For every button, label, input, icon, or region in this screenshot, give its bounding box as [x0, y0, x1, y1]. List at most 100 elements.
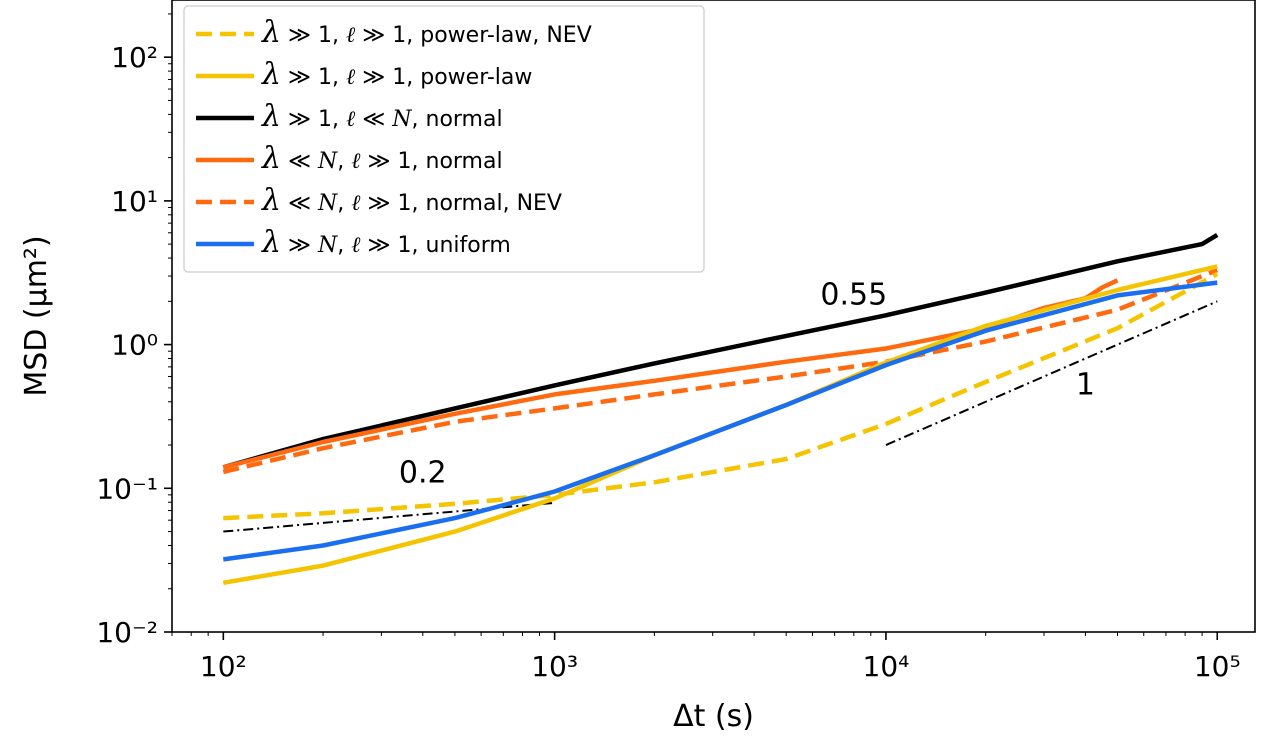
legend-separator [385, 107, 392, 132]
y-tick-label: 10⁻¹ [96, 472, 158, 505]
legend-separator [281, 233, 288, 258]
legend-entry: λ ≫ 1, ℓ ≫ 1, power-law [261, 57, 532, 92]
x-tick-label: 10⁴ [863, 650, 910, 683]
legend-rel2: ≪ [362, 107, 385, 132]
legend-sym2: ℓ [351, 149, 361, 174]
legend-v1: N [317, 149, 338, 174]
series-line [222, 280, 1218, 562]
series-line [222, 232, 1219, 470]
legend-separator [355, 65, 362, 90]
slope-annotations: 0.2 0.55 1 [399, 278, 1095, 491]
plot-area: 0.2 0.55 1 [171, 0, 1256, 633]
legend-separator: , [332, 65, 346, 90]
legend-entry: λ ≫ 1, ℓ ≪ N, normal [261, 99, 503, 134]
legend-rest: power-law [420, 65, 532, 90]
series-line [222, 268, 1219, 475]
legend-separator [360, 191, 367, 216]
legend-separator [355, 107, 362, 132]
legend-separator: , [406, 65, 420, 90]
legend-separator [385, 65, 392, 90]
legend-sym2: ℓ [351, 233, 361, 258]
reference-lines [223, 300, 1218, 533]
y-axis-label: MSD (μm²) [19, 235, 54, 396]
legend-sym2: ℓ [346, 107, 356, 132]
legend-v2: 1 [398, 191, 412, 216]
legend-separator [355, 23, 362, 48]
legend-separator [311, 191, 318, 216]
series-lines [222, 232, 1219, 586]
legend-rel2: ≫ [367, 149, 390, 174]
legend-separator [391, 233, 398, 258]
legend-rel1: ≪ [288, 191, 311, 216]
y-tick-label: 10¹ [111, 185, 158, 218]
legend-separator [311, 149, 318, 174]
legend-sym: λ [261, 183, 281, 218]
legend-separator [311, 65, 318, 90]
legend-separator [360, 233, 367, 258]
plot-frame [171, 0, 1256, 633]
y-axis-ticks: 10⁻² 10⁻¹ 10⁰ 10¹ 10² [96, 13, 172, 649]
legend-rest: normal [426, 149, 503, 174]
legend-rel1: ≪ [288, 149, 311, 174]
legend-separator: , [412, 233, 426, 258]
legend-separator [281, 65, 288, 90]
slope-annotation: 0.2 [399, 455, 447, 490]
legend-separator [281, 149, 288, 174]
legend-v1: 1 [318, 23, 332, 48]
legend-v2: 1 [398, 149, 412, 174]
slope-reference-line [885, 300, 1218, 446]
legend-separator: , [337, 149, 351, 174]
legend-separator: , [412, 149, 426, 174]
legend-rel1: ≫ [288, 23, 311, 48]
legend-sym: λ [261, 57, 281, 92]
legend-sym: λ [261, 225, 281, 260]
legend-separator [385, 23, 392, 48]
legend-v1: N [317, 191, 338, 216]
legend-entry: λ ≫ 1, ℓ ≫ 1, power-law, NEV [261, 15, 592, 50]
legend-separator [311, 107, 318, 132]
legend-separator [391, 149, 398, 174]
legend-entry: λ ≫ N, ℓ ≫ 1, uniform [261, 225, 511, 260]
legend-separator: , [337, 191, 351, 216]
legend-v1: 1 [318, 107, 332, 132]
legend-rel2: ≫ [367, 233, 390, 258]
legend-separator [281, 107, 288, 132]
legend-rel2: ≫ [367, 191, 390, 216]
legend-v1: 1 [318, 65, 332, 90]
legend-box [183, 5, 705, 273]
legend-entry: λ ≪ N, ℓ ≫ 1, normal [261, 141, 503, 176]
legend-rest: uniform [426, 233, 511, 258]
legend-rel1: ≫ [288, 107, 311, 132]
y-tick-label: 10⁻² [96, 616, 158, 649]
legend-separator: , [337, 233, 351, 258]
legend-rest: power-law, NEV [420, 23, 592, 48]
legend-sym: λ [261, 99, 281, 134]
legend-v1: N [317, 233, 338, 258]
series-line [222, 278, 1119, 470]
x-axis-ticks: 10² 10³ 10⁴ 10⁵ [171, 632, 1241, 683]
legend-separator [391, 191, 398, 216]
legend-rel1: ≫ [288, 233, 311, 258]
legend-separator [281, 191, 288, 216]
x-axis-label: Δt (s) [673, 699, 754, 734]
x-tick-label: 10³ [531, 650, 578, 683]
legend-rest: normal [426, 107, 503, 132]
legend-separator [281, 23, 288, 48]
legend-separator: , [412, 107, 426, 132]
legend-separator: , [332, 107, 346, 132]
legend-v2: 1 [398, 233, 412, 258]
legend-separator [360, 149, 367, 174]
slope-reference-line [223, 501, 555, 533]
series-line [223, 272, 1219, 521]
y-tick-label: 10² [111, 41, 158, 74]
legend-separator: , [412, 191, 426, 216]
x-tick-label: 10² [200, 650, 247, 683]
x-tick-label: 10⁵ [1194, 650, 1241, 683]
legend-rel2: ≫ [362, 65, 385, 90]
legend-v2: 1 [392, 23, 406, 48]
slope-annotation: 1 [1076, 367, 1095, 402]
slope-annotation: 0.55 [820, 278, 887, 313]
legend-rel2: ≫ [362, 23, 385, 48]
